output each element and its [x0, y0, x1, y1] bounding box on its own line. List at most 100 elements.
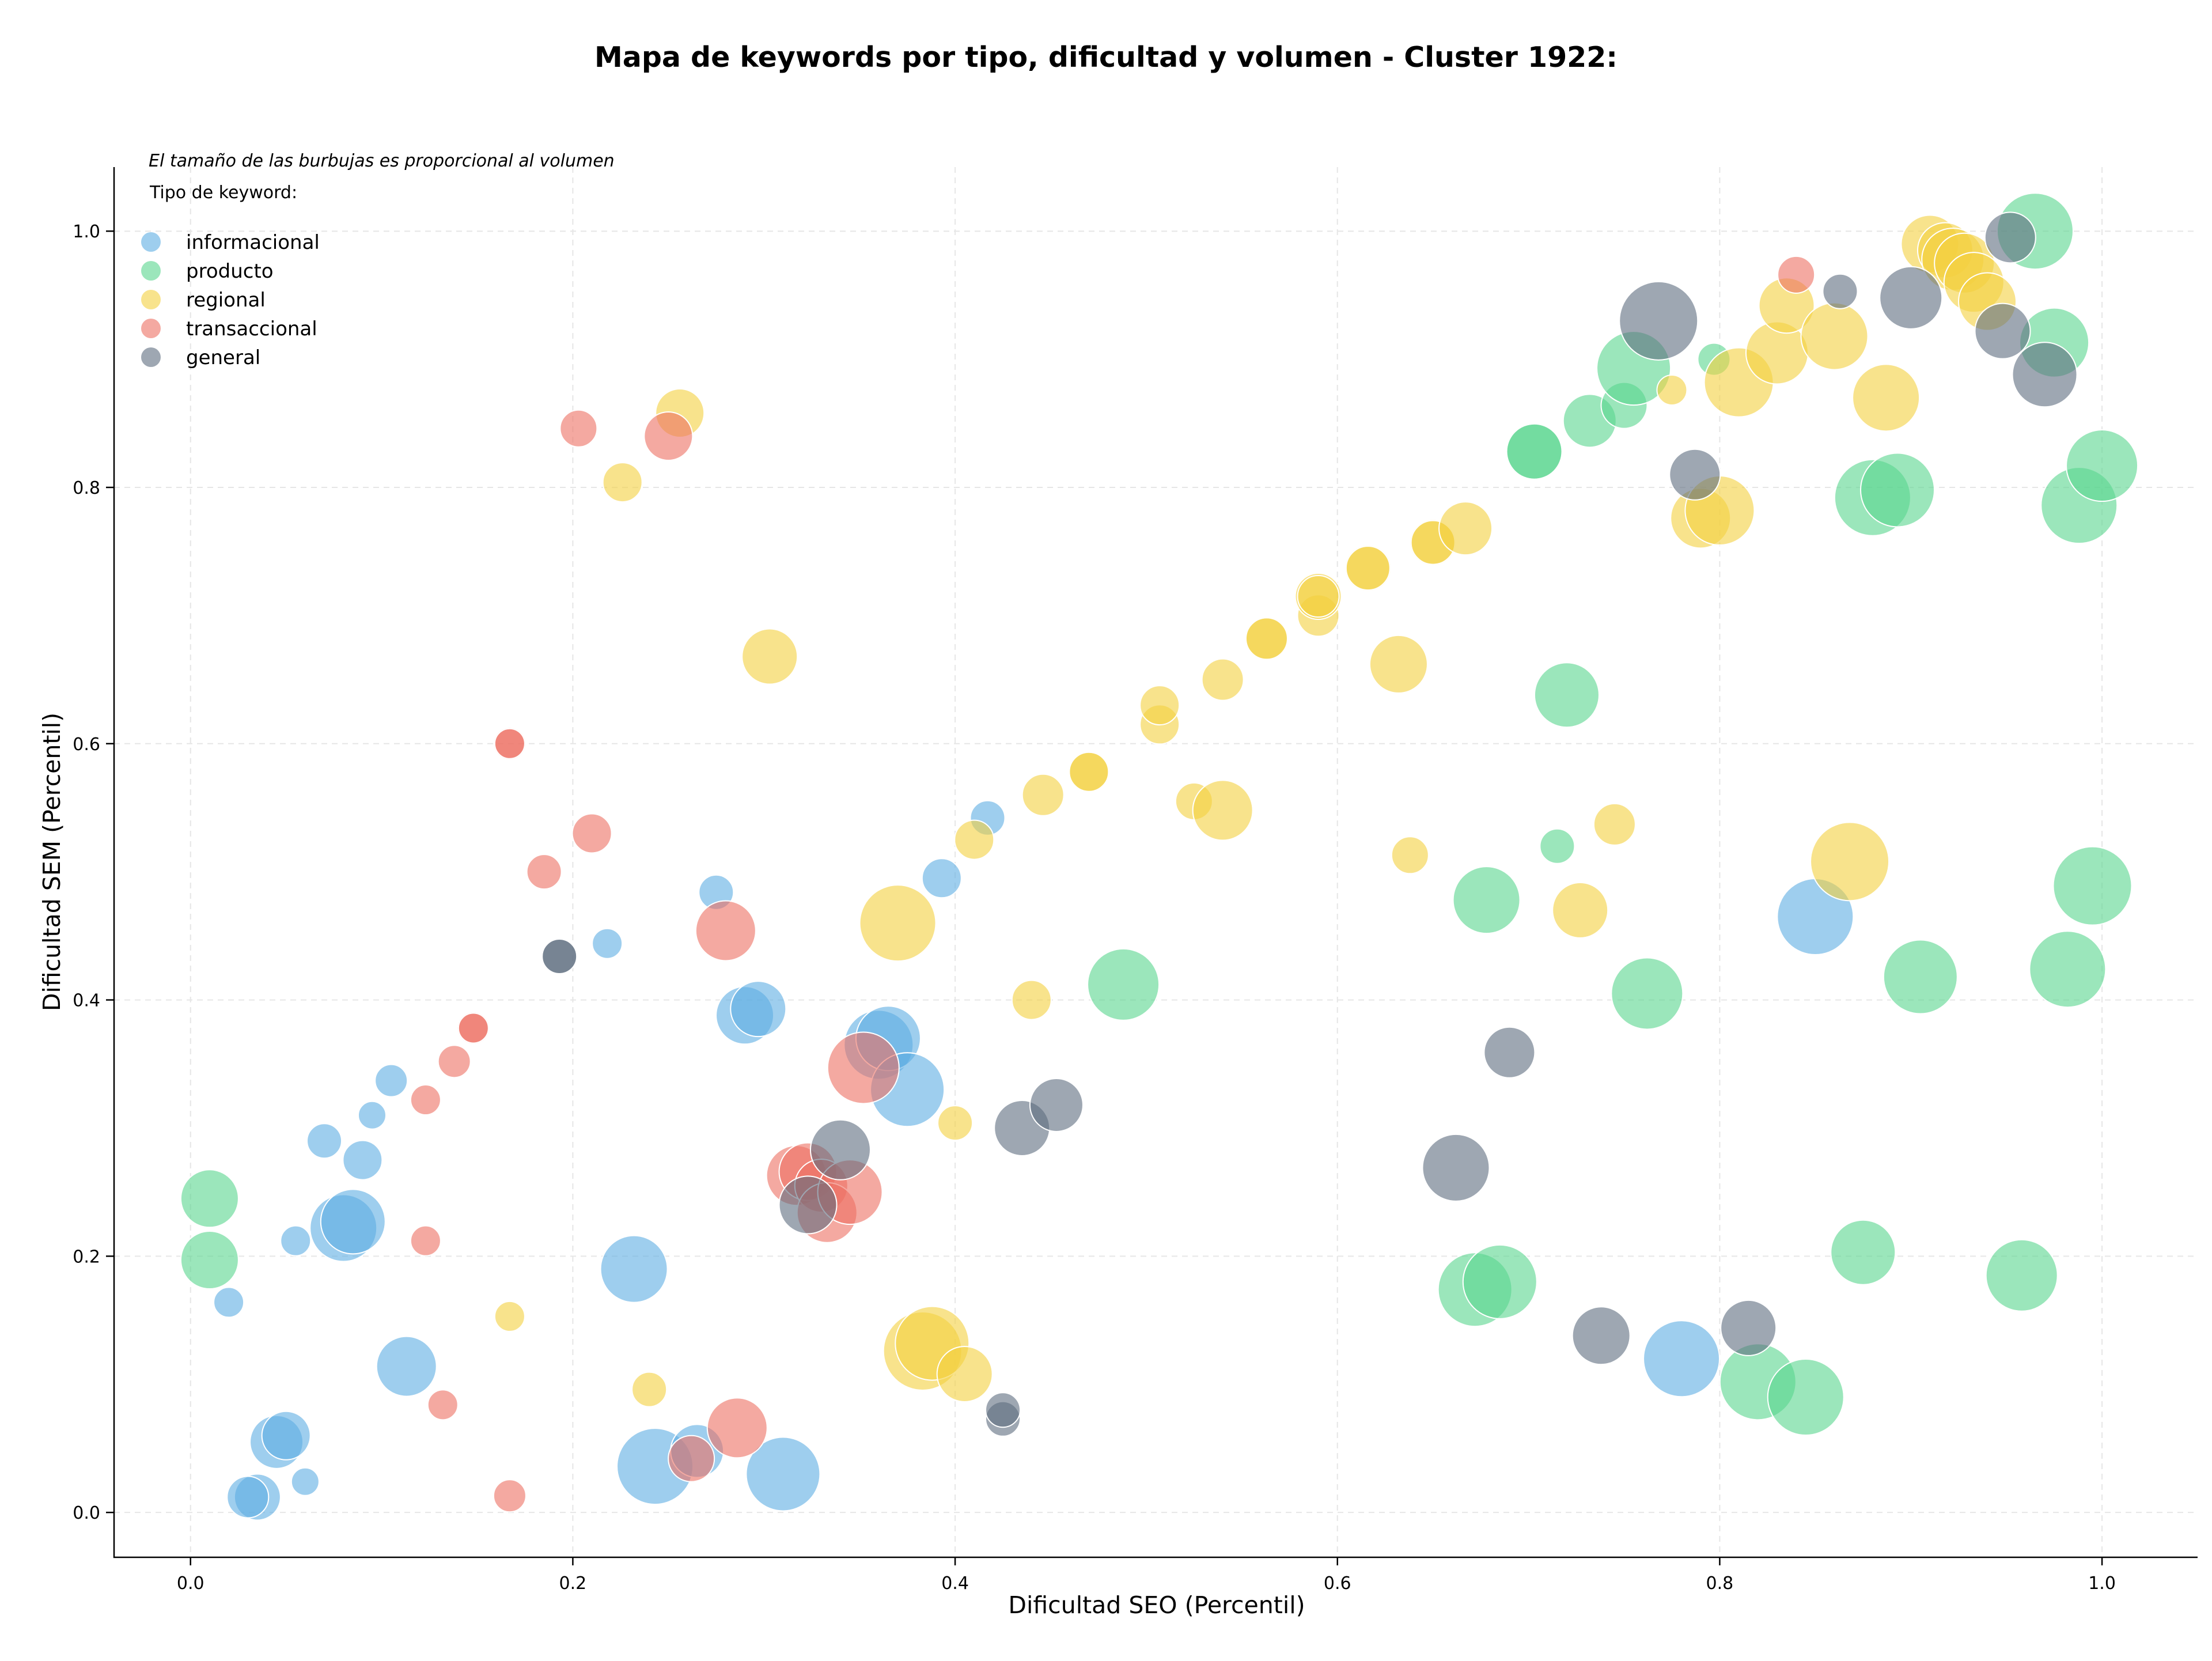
- bubble-transaccional: [643, 411, 694, 461]
- bubble-regional: [1021, 773, 1065, 816]
- bubble-producto: [1860, 452, 1936, 528]
- bubble-transaccional: [571, 813, 612, 854]
- bubble-producto: [1533, 662, 1600, 728]
- bubble-informacional: [290, 1467, 320, 1496]
- bubble-general: [1669, 448, 1721, 501]
- bubble-transaccional: [526, 854, 562, 890]
- y-tick-label: 0.4: [73, 991, 100, 1011]
- bubble-general: [1483, 1026, 1536, 1079]
- bubble-informacional: [376, 1335, 437, 1397]
- bubble-informacional: [745, 1436, 821, 1512]
- bubble-transaccional: [827, 1031, 900, 1104]
- y-tick-label: 0.2: [73, 1247, 100, 1267]
- x-tick-label: 0.8: [1706, 1573, 1734, 1594]
- bubble-producto: [180, 1231, 239, 1290]
- bubble-regional: [859, 884, 937, 962]
- bubble-producto: [1611, 957, 1684, 1030]
- bubble-general: [1879, 266, 1943, 330]
- bubble-general: [1619, 281, 1699, 361]
- bubble-informacional: [280, 1225, 312, 1257]
- bubble-regional: [1245, 617, 1288, 660]
- bubble-transaccional: [457, 1012, 489, 1044]
- x-tick-label: 0.4: [941, 1573, 969, 1594]
- bubble-regional: [631, 1371, 668, 1408]
- bubble-informacional: [320, 1189, 386, 1255]
- bubble-producto: [1452, 866, 1521, 934]
- chart-title: Mapa de keywords por tipo, dificultad y …: [594, 41, 1618, 74]
- bubble-informacional: [374, 1064, 408, 1098]
- bubble-regional: [936, 1345, 993, 1402]
- bubble-regional: [741, 628, 798, 685]
- bubble-regional: [1201, 658, 1244, 701]
- x-tick-label: 0.0: [177, 1573, 204, 1594]
- bubble-general: [1974, 302, 2031, 360]
- bubble-regional: [1593, 803, 1636, 846]
- bubble-informacional: [226, 1475, 270, 1519]
- bubble-regional: [1011, 979, 1052, 1020]
- bubble-producto: [1506, 423, 1563, 480]
- x-axis-label: Dificultad SEO (Percentil): [1008, 1591, 1305, 1619]
- legend: Tipo de keyword: informacional producto re…: [141, 183, 320, 369]
- bubble-regional: [602, 462, 643, 503]
- legend-label-general: general: [186, 346, 260, 369]
- legend-label-transaccional: transaccional: [186, 317, 317, 340]
- y-tick-label: 1.0: [73, 222, 100, 242]
- bubble-transaccional: [494, 728, 525, 759]
- bubble-producto: [2066, 429, 2139, 502]
- bubble-transaccional: [427, 1389, 459, 1421]
- legend-label-informacional: informacional: [186, 231, 320, 254]
- bubble-transaccional: [1777, 255, 1816, 294]
- bubble-producto: [1830, 1219, 1896, 1285]
- bubble-informacional: [592, 928, 623, 959]
- bubble-regional: [1345, 546, 1391, 591]
- bubble-transaccional: [437, 1045, 471, 1079]
- bubble-general: [2012, 342, 2078, 408]
- bubble-general: [1029, 1077, 1084, 1132]
- bubble-regional: [954, 819, 995, 860]
- x-tick-label: 0.2: [559, 1573, 587, 1594]
- bubble-transaccional: [668, 1435, 715, 1482]
- bubble-regional: [1297, 575, 1340, 618]
- bubble-informacional: [921, 858, 962, 899]
- bubble-producto: [1985, 1239, 2058, 1312]
- bubble-regional: [1369, 634, 1428, 694]
- axis-ticks: 0.0 0.2 0.4 0.6 0.8 1.0 0.0 0.2 0.4 0.6 0.8 1.0: [73, 222, 2116, 1594]
- bubble-informacional: [730, 981, 787, 1038]
- bubble-regional: [1656, 374, 1688, 406]
- bubble-informacional: [213, 1287, 245, 1318]
- bubble-informacional: [600, 1235, 668, 1303]
- bubble-general: [809, 1119, 871, 1181]
- y-tick-label: 0.8: [73, 478, 100, 498]
- y-tick-label: 0.6: [73, 735, 100, 755]
- bubble-regional: [1852, 364, 1921, 432]
- legend-label-producto: producto: [186, 260, 274, 283]
- bubble-producto: [1462, 1244, 1537, 1319]
- bubble-informacional: [261, 1410, 311, 1461]
- bubble-regional: [1810, 822, 1890, 902]
- bubble-producto: [1883, 939, 1958, 1015]
- bubble-transaccional: [695, 900, 756, 962]
- bubble-producto: [1539, 828, 1575, 864]
- legend-marker-informacional: [141, 232, 161, 252]
- axis-spines: [113, 167, 2198, 1558]
- bubble-regional: [1139, 685, 1180, 726]
- bubble-general: [541, 938, 578, 974]
- bubble-regional: [494, 1300, 525, 1332]
- x-tick-label: 1.0: [2088, 1573, 2116, 1594]
- bubble-regional: [1192, 780, 1253, 841]
- x-tick-label: 0.6: [1324, 1573, 1351, 1594]
- legend-label-regional: regional: [186, 289, 266, 312]
- size-note: El tamaño de las burbujas es proporciona…: [149, 151, 615, 171]
- bubble-regional: [1800, 302, 1869, 370]
- bubble-general: [1720, 1299, 1777, 1356]
- grid: [114, 167, 2198, 1557]
- bubble-regional: [1552, 881, 1609, 939]
- bubble-regional: [1391, 836, 1429, 875]
- bubble-producto: [2052, 846, 2133, 926]
- bubble-general: [1422, 1133, 1490, 1202]
- bubble-general: [985, 1392, 1021, 1428]
- plot-area: [180, 192, 2139, 1521]
- y-tick-label: 0.0: [73, 1503, 100, 1523]
- bubble-informacional: [357, 1100, 387, 1130]
